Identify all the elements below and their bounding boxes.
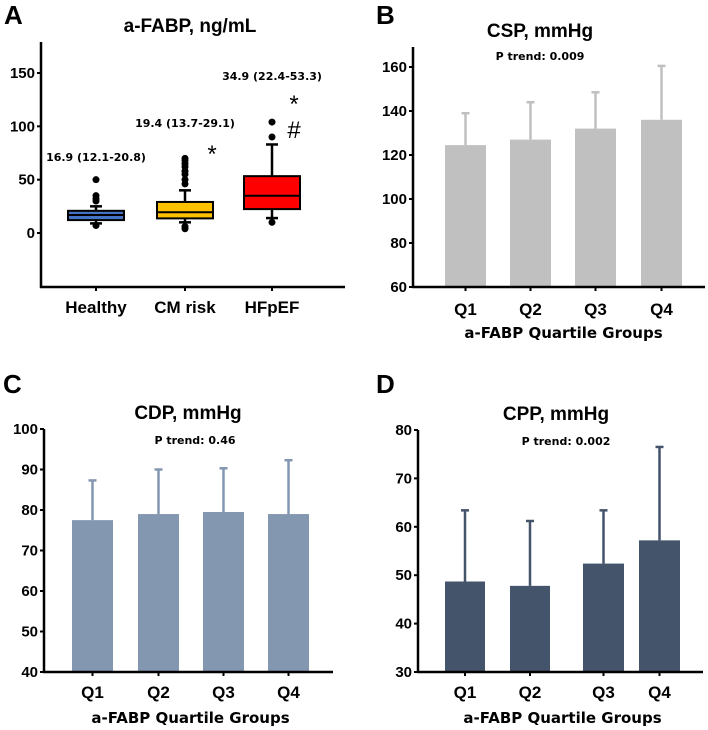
- x-axis-label: a-FABP Quartile Groups: [464, 324, 662, 342]
- bar-q3: [583, 563, 624, 672]
- panel-letter: C: [3, 369, 22, 399]
- x-tick-label: Q2: [519, 300, 542, 319]
- y-tick-label: 120: [382, 147, 407, 164]
- panel-c: C CDP, mmHg P trend: 0.46 40 50 60 70 80 90 100 Q1…: [3, 369, 333, 727]
- outlier-point: [268, 133, 276, 141]
- bar-q2: [138, 514, 179, 672]
- bar-q1: [72, 520, 113, 672]
- bar-q4: [268, 514, 309, 672]
- bar-q4: [641, 119, 682, 287]
- y-tick-label: 150: [10, 65, 35, 82]
- panel-title: CDP, mmHg: [134, 403, 241, 424]
- x-tick-label: Q4: [650, 300, 673, 319]
- bar-q3: [203, 512, 244, 672]
- y-tick-label: 100: [13, 421, 38, 438]
- y-tick-label: 40: [21, 664, 38, 681]
- p-trend-label: P trend: 0.009: [496, 50, 585, 63]
- median-iqr-label: 34.9 (22.4-53.3): [222, 70, 322, 83]
- y-tick-label: 0: [27, 225, 35, 242]
- x-tick-label: HFpEF: [245, 298, 300, 317]
- y-tick-label: 80: [390, 235, 407, 252]
- outlier-point: [92, 222, 100, 230]
- significance-mark: *: [207, 141, 216, 168]
- outlier-point: [92, 176, 100, 184]
- y-tick-label: 60: [395, 519, 412, 536]
- x-tick-label: Q1: [81, 683, 104, 702]
- y-tick-label: 40: [395, 616, 412, 633]
- bar-q2: [510, 139, 551, 287]
- y-tick-label: 160: [382, 59, 407, 76]
- y-tick-label: 140: [382, 103, 407, 120]
- panel-title: CSP, mmHg: [487, 21, 593, 42]
- panel-letter: A: [4, 0, 23, 30]
- x-tick-label: Q3: [584, 300, 607, 319]
- outlier-point: [268, 218, 276, 226]
- y-tick-label: 50: [21, 624, 38, 641]
- panel-b: B CSP, mmHg P trend: 0.009 60 80 100 120 140 160…: [376, 0, 705, 342]
- y-tick-label: 60: [390, 279, 407, 296]
- bar-q1: [445, 581, 485, 672]
- y-tick-label: 100: [382, 191, 407, 208]
- y-tick-label: 50: [395, 567, 412, 584]
- y-tick-label: 80: [21, 502, 38, 519]
- y-tick-label: 30: [395, 664, 412, 681]
- panel-d: D CPP, mmHg P trend: 0.002 30 40 50 60 70 80 Q1 Q2…: [376, 369, 703, 727]
- outlier-point: [268, 118, 276, 126]
- y-tick-label: 90: [21, 462, 38, 479]
- significance-mark: #: [287, 117, 301, 144]
- panel-title: a-FABP, ng/mL: [124, 16, 257, 37]
- y-tick-label: 80: [395, 422, 412, 439]
- x-tick-label: Q1: [454, 683, 477, 702]
- median-iqr-label: 16.9 (12.1-20.8): [46, 151, 146, 164]
- outlier-point: [92, 197, 100, 205]
- x-tick-label: Q1: [454, 300, 477, 319]
- box-healthy: 16.9 (12.1-20.8): [46, 151, 146, 230]
- panel-letter: B: [376, 0, 395, 30]
- p-trend-label: P trend: 0.46: [154, 434, 235, 447]
- x-tick-label: Q4: [277, 683, 300, 702]
- x-tick-label: Healthy: [65, 298, 127, 317]
- y-tick-label: 100: [10, 118, 35, 135]
- y-tick-label: 70: [395, 470, 412, 487]
- panel-title: CPP, mmHg: [503, 404, 609, 425]
- significance-mark: *: [289, 91, 298, 118]
- y-tick-label: 60: [21, 583, 38, 600]
- bar-q4: [639, 540, 680, 672]
- x-axis-label: a-FABP Quartile Groups: [463, 709, 661, 727]
- x-tick-label: Q3: [212, 683, 235, 702]
- bar-q2: [510, 585, 550, 672]
- x-axis-label: a-FABP Quartile Groups: [91, 709, 289, 727]
- box-iqr: [156, 200, 214, 220]
- outlier-point: [181, 225, 189, 233]
- outlier-point: [181, 180, 189, 188]
- box-cm-risk: 19.4 (13.7-29.1) *: [135, 117, 235, 233]
- x-tick-label: Q2: [519, 683, 542, 702]
- x-tick-label: Q2: [147, 683, 170, 702]
- bar-q3: [575, 128, 616, 287]
- y-tick-label: 70: [21, 543, 38, 560]
- box-hfpef: 34.9 (22.4-53.3) *#: [222, 70, 322, 226]
- panel-letter: D: [376, 369, 395, 399]
- bar-q1: [445, 145, 486, 287]
- x-tick-label: Q4: [648, 683, 671, 702]
- box-iqr: [243, 175, 301, 211]
- median-iqr-label: 19.4 (13.7-29.1): [135, 117, 235, 130]
- y-tick-label: 50: [18, 172, 35, 189]
- x-tick-label: CM risk: [154, 298, 216, 317]
- p-trend-label: P trend: 0.002: [522, 435, 611, 448]
- x-tick-label: Q3: [592, 683, 615, 702]
- outlier-point: [181, 170, 189, 178]
